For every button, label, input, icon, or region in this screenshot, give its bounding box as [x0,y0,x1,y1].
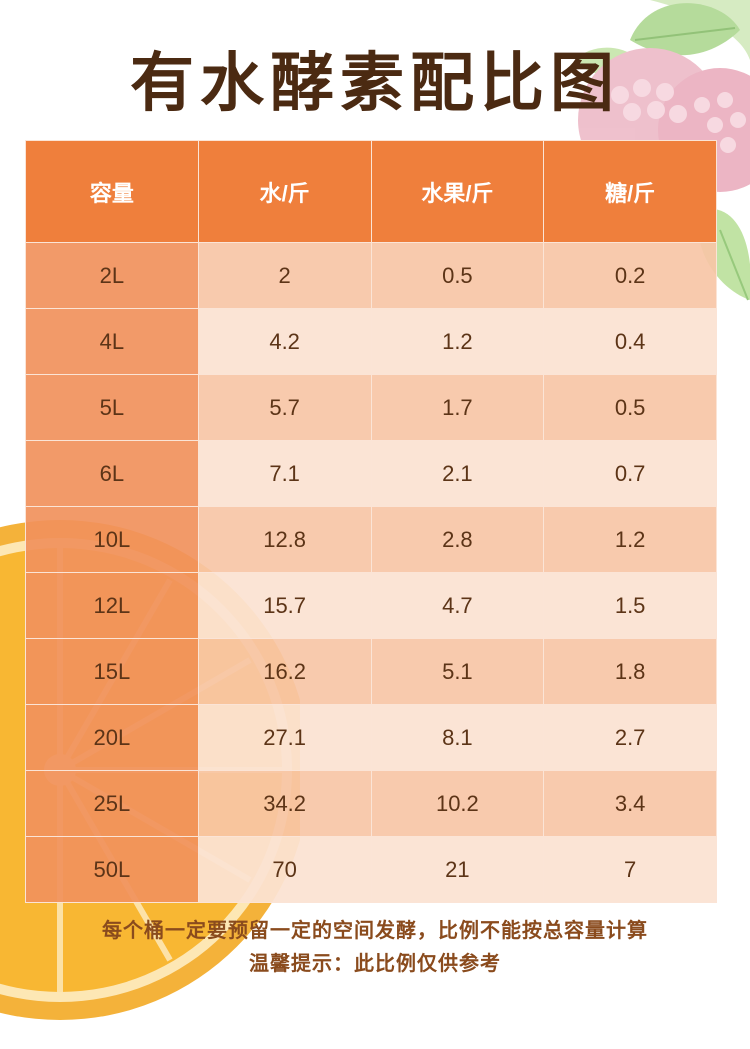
fruit-cell: 5.1 [370,638,545,705]
fruit-cell: 21 [370,836,545,903]
capacity-cell: 20L [25,704,199,771]
fruit-cell: 1.7 [370,374,545,441]
page-title: 有水酵素配比图 [130,46,620,121]
capacity-cell: 25L [25,770,199,837]
capacity-cell: 12L [25,572,199,639]
header-sugar: 糖/斤 [543,140,717,243]
water-cell: 15.7 [197,572,372,639]
sugar-cell: 0.2 [543,242,717,309]
table-row: 6L 7.1 2.1 0.7 [25,440,717,507]
sugar-cell: 3.4 [543,770,717,837]
note-tip: 温馨提示：此比例仅供参考 [249,951,501,975]
capacity-cell: 10L [25,506,199,573]
water-cell: 27.1 [197,704,372,771]
fruit-cell: 0.5 [370,242,545,309]
water-cell: 2 [197,242,372,309]
table-row: 2L 2 0.5 0.2 [25,242,717,309]
fruit-cell: 2.8 [370,506,545,573]
table-row: 25L 34.2 10.2 3.4 [25,770,717,837]
sugar-cell: 0.7 [543,440,717,507]
capacity-cell: 2L [25,242,199,309]
capacity-cell: 5L [25,374,199,441]
table-row: 5L 5.7 1.7 0.5 [25,374,717,441]
notes: 每个桶一定要预留一定的空间发酵，比例不能按总容量计算 温馨提示：此比例仅供参考 [0,914,750,980]
sugar-cell: 7 [543,836,717,903]
water-cell: 34.2 [197,770,372,837]
header-fruit: 水果/斤 [370,140,545,243]
table-row: 15L 16.2 5.1 1.8 [25,638,717,705]
capacity-cell: 6L [25,440,199,507]
capacity-cell: 4L [25,308,199,375]
header-water: 水/斤 [197,140,372,243]
table-row: 20L 27.1 8.1 2.7 [25,704,717,771]
capacity-cell: 50L [25,836,199,903]
fruit-cell: 10.2 [370,770,545,837]
fruit-cell: 8.1 [370,704,545,771]
fruit-cell: 4.7 [370,572,545,639]
ratio-table: 容量 水/斤 水果/斤 糖/斤 2L 2 0.5 0.2 4L 4.2 1.2 … [25,140,717,903]
capacity-cell: 15L [25,638,199,705]
sugar-cell: 2.7 [543,704,717,771]
fruit-cell: 1.2 [370,308,545,375]
water-cell: 5.7 [197,374,372,441]
water-cell: 70 [197,836,372,903]
water-cell: 12.8 [197,506,372,573]
sugar-cell: 1.8 [543,638,717,705]
note-warning: 每个桶一定要预留一定的空间发酵，比例不能按总容量计算 [102,918,648,942]
table-row: 4L 4.2 1.2 0.4 [25,308,717,375]
water-cell: 7.1 [197,440,372,507]
water-cell: 4.2 [197,308,372,375]
sugar-cell: 0.4 [543,308,717,375]
fruit-cell: 2.1 [370,440,545,507]
table-row: 50L 70 21 7 [25,836,717,903]
sugar-cell: 1.2 [543,506,717,573]
table-row: 10L 12.8 2.8 1.2 [25,506,717,573]
table-row: 12L 15.7 4.7 1.5 [25,572,717,639]
header-capacity: 容量 [25,140,199,243]
water-cell: 16.2 [197,638,372,705]
sugar-cell: 0.5 [543,374,717,441]
sugar-cell: 1.5 [543,572,717,639]
table-header-row: 容量 水/斤 水果/斤 糖/斤 [25,140,717,243]
